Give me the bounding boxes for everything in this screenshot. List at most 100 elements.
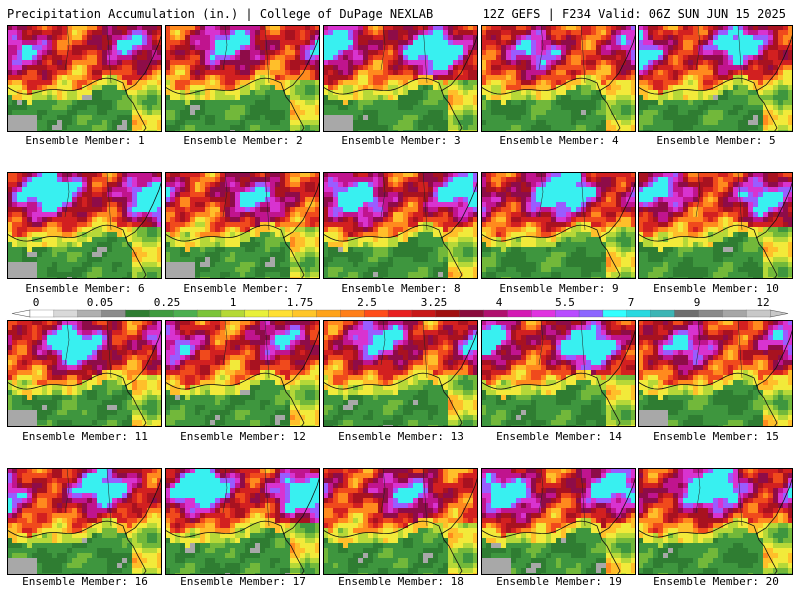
- colorbar-swatch: [316, 309, 341, 318]
- colorbar-swatch: [244, 309, 270, 318]
- ensemble-member-map: [481, 172, 636, 279]
- map-frame: [7, 468, 162, 575]
- ensemble-member-label: Ensemble Member: 15: [653, 430, 779, 443]
- ensemble-member-map: [481, 25, 636, 132]
- ensemble-member-label: Ensemble Member: 13: [338, 430, 464, 443]
- state-border: [222, 468, 270, 527]
- ensemble-member-label: Ensemble Member: 6: [25, 282, 145, 295]
- colorbar-tick-label: 2.5: [357, 296, 377, 309]
- colorbar-swatch: [507, 309, 532, 318]
- state-border: [64, 320, 112, 379]
- colorbar-swatch: [745, 309, 771, 318]
- ensemble-member-label: Ensemble Member: 14: [496, 430, 622, 443]
- map-frame: [165, 468, 320, 575]
- ensemble-member-label: Ensemble Member: 11: [22, 430, 148, 443]
- coastline: [638, 372, 778, 427]
- state-border: [64, 172, 112, 231]
- map-frame: [323, 25, 478, 132]
- ensemble-member-map: [7, 320, 162, 427]
- colorbar-swatch: [364, 309, 389, 318]
- colorbar-swatch: [77, 309, 103, 318]
- ensemble-member-map: [7, 172, 162, 279]
- colorbar-swatch: [340, 309, 365, 318]
- map-frame: [7, 25, 162, 132]
- coastline: [481, 224, 621, 279]
- colorbar-swatch: [722, 309, 747, 318]
- coastline-east: [598, 327, 636, 387]
- state-border: [380, 320, 428, 379]
- ensemble-member-label: Ensemble Member: 19: [496, 575, 622, 588]
- colorbar-swatch: [149, 309, 174, 318]
- coastline: [323, 77, 463, 132]
- colorbar-swatch: [268, 309, 294, 318]
- ensemble-member-map: [481, 468, 636, 575]
- ensemble-member-map: [165, 468, 320, 575]
- colorbar-tick-label: 0: [33, 296, 40, 309]
- colorbar-tick-label: 1.75: [287, 296, 314, 309]
- ensemble-member-map: [323, 25, 478, 132]
- map-frame: [481, 468, 636, 575]
- map-frame: [323, 172, 478, 279]
- ensemble-member-label: Ensemble Member: 5: [656, 134, 776, 147]
- coastline-east: [124, 179, 162, 239]
- colorbar-swatch: [220, 309, 246, 318]
- ensemble-member-map: [638, 25, 793, 132]
- colorbar-left-arrow: [11, 309, 31, 318]
- coastline-east: [124, 475, 162, 535]
- coastline-east: [598, 475, 636, 535]
- colorbar-swatch: [459, 309, 484, 318]
- colorbar-swatch: [555, 309, 580, 318]
- coastline: [323, 224, 463, 279]
- map-frame: [165, 172, 320, 279]
- coastline: [165, 520, 305, 575]
- colorbar-right-arrow: [769, 309, 789, 318]
- map-frame: [481, 25, 636, 132]
- state-border: [695, 468, 743, 527]
- colorbar-swatch: [626, 309, 652, 318]
- coastline-east: [440, 475, 478, 535]
- colorbar-swatch: [531, 309, 556, 318]
- coastline: [323, 520, 463, 575]
- colorbar-tick-label: 4: [496, 296, 503, 309]
- precip-colorbar: 0 0.05 0.25 1 1.75 2.5 3.25 4 5.5 7 9 12: [11, 296, 789, 318]
- state-border: [380, 25, 428, 84]
- map-frame: [638, 320, 793, 427]
- ensemble-member-label: Ensemble Member: 8: [341, 282, 461, 295]
- ensemble-member-label: Ensemble Member: 10: [653, 282, 779, 295]
- map-frame: [165, 320, 320, 427]
- coastline: [7, 77, 147, 132]
- ensemble-member-label: Ensemble Member: 20: [653, 575, 779, 588]
- state-border: [538, 172, 586, 231]
- colorbar-swatch: [196, 309, 222, 318]
- ensemble-member-label: Ensemble Member: 1: [25, 134, 145, 147]
- ensemble-member-map: [165, 320, 320, 427]
- coastline-east: [755, 179, 793, 239]
- coastline: [638, 77, 778, 132]
- map-frame: [323, 320, 478, 427]
- ensemble-member-map: [165, 25, 320, 132]
- state-border: [695, 172, 743, 231]
- coastline: [481, 77, 621, 132]
- coastline-east: [598, 179, 636, 239]
- colorbar-tick-label: 1: [230, 296, 237, 309]
- ensemble-member-label: Ensemble Member: 18: [338, 575, 464, 588]
- colorbar-swatch: [483, 309, 508, 318]
- colorbar-swatch: [411, 309, 437, 318]
- coastline: [7, 372, 147, 427]
- coastline-east: [282, 327, 320, 387]
- ensemble-member-label: Ensemble Member: 3: [341, 134, 461, 147]
- colorbar-swatch: [53, 309, 79, 318]
- coastline: [165, 372, 305, 427]
- state-border: [222, 172, 270, 231]
- coastline-east: [598, 32, 636, 92]
- ensemble-member-map: [638, 172, 793, 279]
- coastline: [638, 224, 778, 279]
- coastline-east: [282, 475, 320, 535]
- ensemble-member-map: [323, 468, 478, 575]
- ensemble-member-label: Ensemble Member: 17: [180, 575, 306, 588]
- colorbar-swatch: [435, 309, 461, 318]
- state-border: [64, 468, 112, 527]
- coastline-east: [755, 327, 793, 387]
- coastline: [7, 520, 147, 575]
- colorbar-swatch: [650, 309, 675, 318]
